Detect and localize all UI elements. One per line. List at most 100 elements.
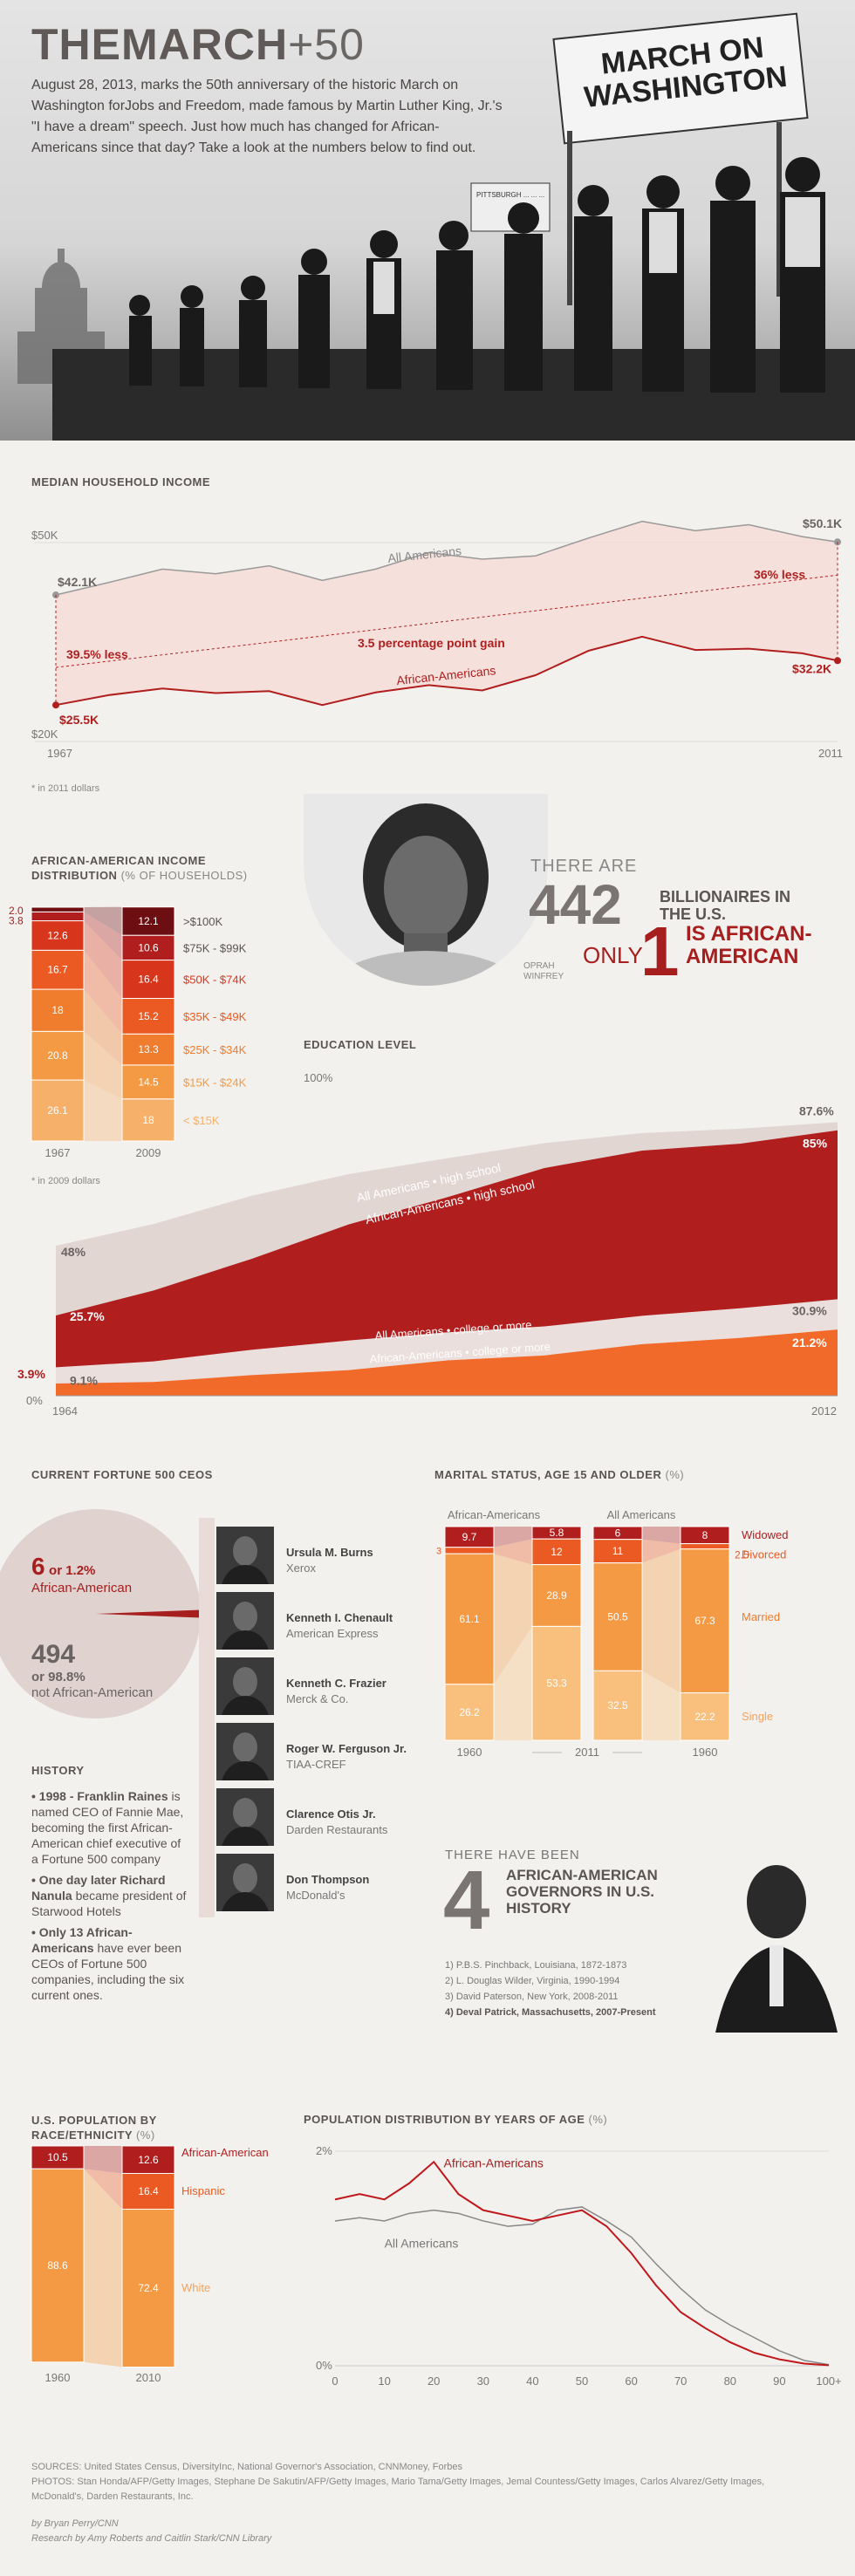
pie-slice-african-american	[96, 1609, 202, 1618]
x-tick-label: 1960	[457, 1746, 482, 1759]
data-label: 36% less	[754, 567, 805, 581]
series-line-african-americans	[334, 2160, 830, 2367]
march-photo-illustration	[17, 12, 855, 441]
legend-label: Divorced	[742, 1548, 786, 1561]
bar-segment	[121, 2209, 175, 2368]
connector-band	[84, 906, 122, 936]
billionaire-pre: THERE ARE	[530, 857, 638, 876]
x-tick-label: 100+	[816, 2374, 841, 2388]
y-tick-label: $20K	[31, 728, 58, 741]
ceo-name: Clarence Otis Jr.	[286, 1807, 376, 1821]
data-label: 12	[551, 1546, 563, 1558]
history-item: • 1998 - Franklin Raines is named CEO of…	[31, 1789, 184, 1866]
ceo-company: Xerox	[286, 1561, 316, 1575]
income-title: MEDIAN HOUSEHOLD INCOME	[31, 475, 211, 489]
data-label: 12.1	[138, 915, 159, 927]
connector-band	[642, 1539, 681, 1563]
governors-list: 1) P.B.S. Pinchback, Louisiana, 1872-187…	[445, 1958, 656, 2020]
connector-band	[494, 1554, 532, 1684]
data-label: 53.3	[546, 1677, 567, 1690]
group-label: All Americans	[607, 1508, 676, 1521]
data-label: 32.5	[607, 1699, 628, 1712]
bar-segment	[592, 1670, 643, 1741]
governor-item: 3) David Paterson, New York, 2008-2011	[445, 1992, 619, 2002]
income-chart: $50K $20K 1967 2011 $42.1K $50.1K $25.5K $32.2K…	[31, 516, 843, 760]
data-label: 72.4	[138, 2282, 159, 2294]
bar-segment	[531, 1564, 582, 1627]
bar-segment	[121, 906, 175, 936]
bar-segment	[680, 1548, 730, 1694]
connector-band	[84, 912, 122, 960]
data-label: 61.1	[459, 1613, 480, 1625]
data-label: 22.2	[694, 1711, 715, 1723]
data-label: 13.3	[138, 1043, 159, 1056]
bar-segment	[444, 1553, 495, 1685]
ceo-photo	[216, 1788, 274, 1846]
billionaire-number: 442	[529, 873, 622, 936]
ceo-name: Roger W. Ferguson Jr.	[286, 1742, 407, 1755]
bar-segment	[31, 2168, 85, 2363]
data-label: 11	[612, 1545, 624, 1557]
x-tick-label: 2011	[818, 747, 843, 760]
ceo-name: Kenneth I. Chenault	[286, 1611, 393, 1624]
x-tick-label: 1960	[45, 2371, 71, 2384]
annotation: 3.5 percentage point gain	[358, 636, 505, 650]
data-label: 15.2	[138, 1010, 159, 1022]
legend-label: $15K - $24K	[183, 1076, 247, 1089]
ceo-name: Ursula M. Burns	[286, 1546, 373, 1559]
x-tick-label: 2012	[811, 1404, 837, 1418]
data-label: 18	[51, 1004, 64, 1016]
billionaire-one: 1	[640, 912, 680, 990]
data-label: 9.1%	[70, 1373, 98, 1387]
oprah-photo	[304, 794, 548, 986]
endpoint-dot	[52, 591, 59, 599]
x-tick-label: 70	[674, 2374, 687, 2388]
bar-segment	[444, 1547, 495, 1554]
gain-arrow	[55, 574, 838, 668]
data-label: 48%	[61, 1245, 86, 1259]
data-label: 3	[436, 1546, 441, 1556]
ceo-photo	[216, 1854, 274, 1911]
connector-band	[494, 1527, 532, 1548]
ceo-aa-block: 6 or 1.2% African-American	[31, 1553, 133, 1595]
data-label: 2.5	[735, 1549, 749, 1561]
y-tick-label: 0%	[316, 2359, 332, 2372]
ceo-company: Darden Restaurants	[286, 1823, 388, 1836]
ceo-company: American Express	[286, 1627, 379, 1640]
data-label: 67.3	[694, 1615, 715, 1627]
billionaire-post: BILLIONAIRES IN THE U.S.	[660, 888, 791, 923]
data-label: 26.2	[459, 1706, 480, 1718]
data-label: 30.9%	[792, 1303, 827, 1317]
bar-segment	[680, 1543, 730, 1550]
history-list: • 1998 - Franklin Raines is named CEO of…	[31, 1788, 188, 2003]
series-line-african-americans	[55, 635, 838, 707]
history-title: HISTORY	[31, 1764, 85, 1777]
data-label: 25.7%	[70, 1309, 105, 1323]
connector-band	[84, 920, 122, 999]
bar-segment	[531, 1538, 582, 1566]
data-label: $25.5K	[59, 713, 99, 727]
data-label: 87.6%	[799, 1104, 834, 1117]
oprah-caption: OPRAH WINFREY	[523, 961, 564, 981]
footer: SOURCES: United States Census, Diversity…	[31, 2460, 817, 2546]
small-sign-text: PITTSBURGH ... ... ...	[476, 191, 545, 199]
ceo-title: CURRENT FORTUNE 500 CEOS	[31, 1468, 213, 1481]
distribution-footnote: * in 2009 dollars	[31, 1176, 100, 1186]
connector-band	[84, 2146, 122, 2174]
data-label: 2.0	[9, 905, 24, 917]
series-line-all-americans	[334, 2206, 830, 2366]
data-label: 16.7	[47, 964, 68, 976]
history-item: • One day later Richard Nanula became pr…	[31, 1873, 187, 1918]
sources-text: SOURCES: United States Census, Diversity…	[31, 2462, 463, 2472]
legend-label: $75K - $99K	[183, 941, 247, 954]
x-tick-label: 60	[625, 2374, 637, 2388]
bar-segment	[121, 2173, 175, 2210]
distribution-title: AFRICAN-AMERICAN INCOME DISTRIBUTION (% …	[31, 854, 248, 882]
ceo-photo	[216, 1527, 274, 1584]
data-label: 50.5	[607, 1611, 628, 1623]
y-tick-label: 100%	[304, 1071, 333, 1084]
governors-number: 4	[443, 1854, 490, 1947]
y-tick-label: 2%	[316, 2144, 332, 2157]
connector-band	[84, 1080, 122, 1141]
connector-band	[84, 950, 122, 1035]
